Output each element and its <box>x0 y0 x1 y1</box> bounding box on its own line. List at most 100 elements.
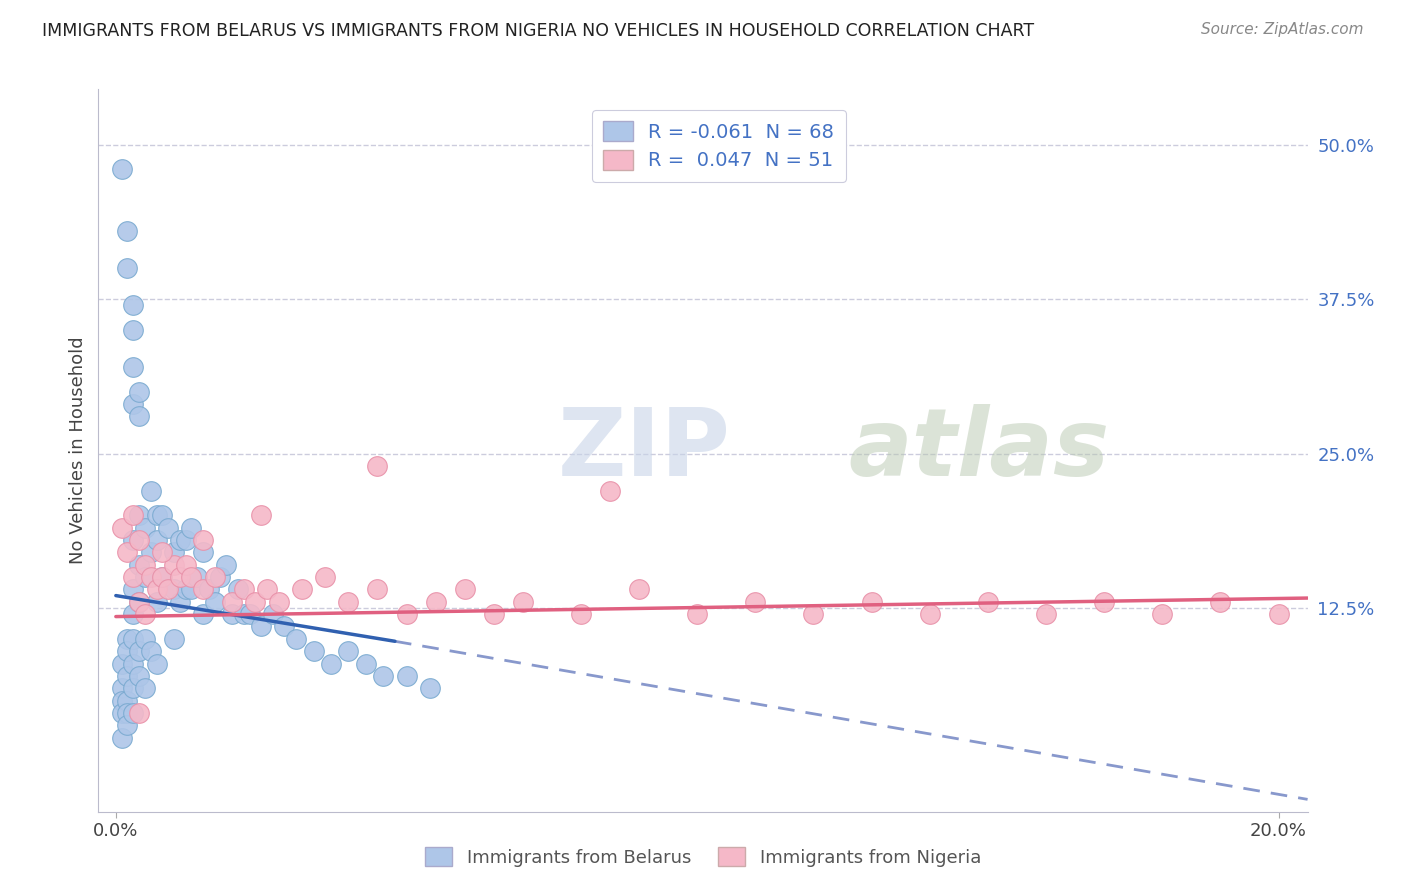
Point <box>256 582 278 597</box>
Point <box>111 731 134 745</box>
Point <box>169 595 191 609</box>
Point <box>111 693 134 707</box>
Point <box>117 261 139 276</box>
Point <box>285 632 308 646</box>
Point <box>122 657 145 671</box>
Point <box>128 384 150 399</box>
Point <box>117 718 139 732</box>
Point <box>250 619 273 633</box>
Point <box>191 582 214 597</box>
Point <box>134 632 156 646</box>
Point <box>128 595 150 609</box>
Point <box>157 521 180 535</box>
Point <box>145 533 167 547</box>
Point <box>163 545 186 559</box>
Point <box>134 558 156 572</box>
Point <box>174 558 197 572</box>
Point <box>267 595 290 609</box>
Point <box>395 607 418 621</box>
Point <box>314 570 336 584</box>
Point <box>163 582 186 597</box>
Point <box>977 595 1000 609</box>
Point <box>569 607 592 621</box>
Point <box>209 570 232 584</box>
Point <box>150 508 173 523</box>
Point <box>122 360 145 375</box>
Point <box>599 483 621 498</box>
Point <box>128 558 150 572</box>
Point <box>150 545 173 559</box>
Point <box>628 582 651 597</box>
Point <box>686 607 709 621</box>
Point <box>122 397 145 411</box>
Point <box>245 595 267 609</box>
Point <box>163 558 186 572</box>
Point <box>860 595 883 609</box>
Point <box>145 508 167 523</box>
Point <box>150 570 173 584</box>
Point <box>117 706 139 720</box>
Point <box>191 545 214 559</box>
Point <box>744 595 766 609</box>
Point <box>111 706 134 720</box>
Text: IMMIGRANTS FROM BELARUS VS IMMIGRANTS FROM NIGERIA NO VEHICLES IN HOUSEHOLD CORR: IMMIGRANTS FROM BELARUS VS IMMIGRANTS FR… <box>42 22 1035 40</box>
Point <box>111 162 134 177</box>
Point <box>145 582 167 597</box>
Point <box>262 607 284 621</box>
Point <box>139 570 162 584</box>
Point <box>134 607 156 621</box>
Point <box>366 582 388 597</box>
Point <box>232 582 254 597</box>
Point <box>122 681 145 696</box>
Point <box>180 582 202 597</box>
Point <box>291 582 314 597</box>
Point <box>1035 607 1057 621</box>
Point <box>191 533 214 547</box>
Point <box>373 669 395 683</box>
Point <box>139 644 162 658</box>
Text: Source: ZipAtlas.com: Source: ZipAtlas.com <box>1201 22 1364 37</box>
Point <box>122 632 145 646</box>
Point <box>1209 595 1232 609</box>
Point <box>425 595 447 609</box>
Point <box>239 607 262 621</box>
Point <box>117 644 139 658</box>
Point <box>145 657 167 671</box>
Point <box>163 632 186 646</box>
Point <box>198 582 221 597</box>
Point <box>122 298 145 312</box>
Point <box>273 619 295 633</box>
Point <box>204 595 226 609</box>
Point <box>134 570 156 584</box>
Point <box>250 508 273 523</box>
Point <box>122 582 145 597</box>
Point <box>169 570 191 584</box>
Point <box>337 595 360 609</box>
Point <box>128 533 150 547</box>
Point <box>139 545 162 559</box>
Point <box>180 521 202 535</box>
Point <box>122 570 145 584</box>
Point <box>221 607 243 621</box>
Point <box>145 595 167 609</box>
Point <box>174 582 197 597</box>
Point <box>128 644 150 658</box>
Point <box>354 657 377 671</box>
Point <box>918 607 941 621</box>
Text: atlas: atlas <box>848 404 1109 497</box>
Point <box>117 693 139 707</box>
Point <box>117 545 139 559</box>
Point <box>191 607 214 621</box>
Point <box>395 669 418 683</box>
Point <box>337 644 360 658</box>
Point <box>122 533 145 547</box>
Point <box>803 607 825 621</box>
Point <box>150 570 173 584</box>
Point <box>128 706 150 720</box>
Point <box>419 681 441 696</box>
Point <box>302 644 325 658</box>
Point <box>128 595 150 609</box>
Point <box>453 582 475 597</box>
Point <box>366 458 388 473</box>
Y-axis label: No Vehicles in Household: No Vehicles in Household <box>69 336 87 565</box>
